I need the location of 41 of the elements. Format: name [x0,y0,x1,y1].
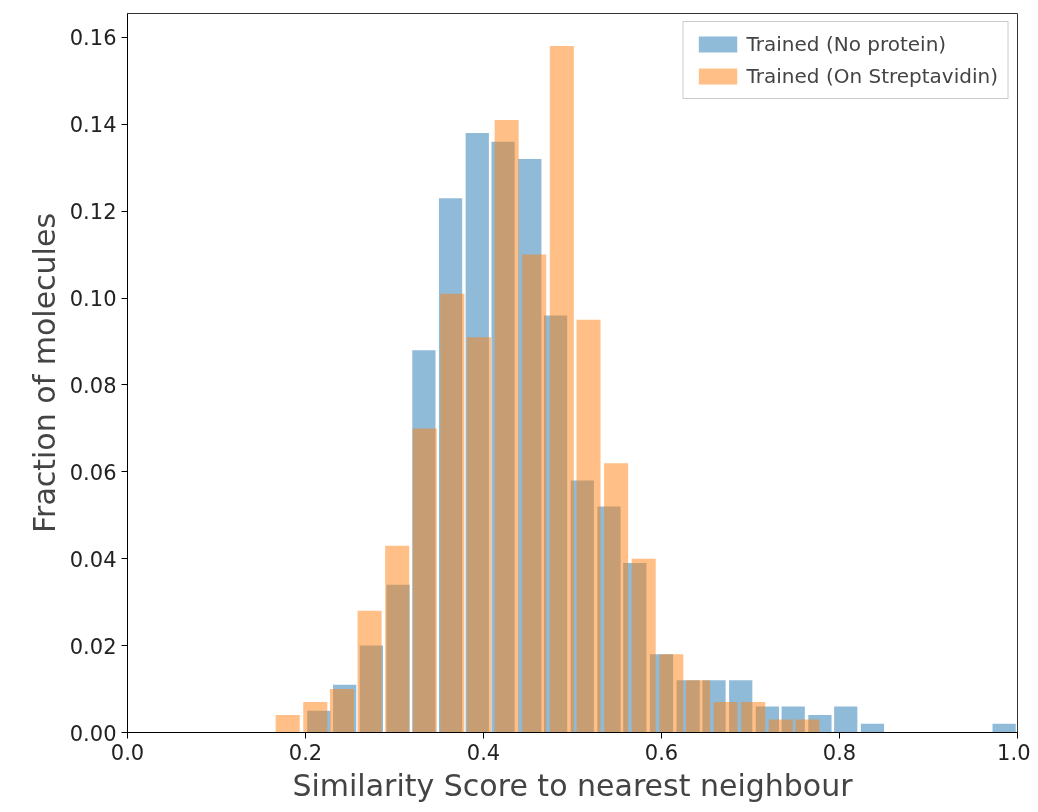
legend-label: Trained (No protein) [746,32,947,56]
y-axis-title: Fraction of molecules [26,212,62,534]
bar [275,715,300,733]
bar [741,702,766,733]
bar [385,545,410,733]
y-tick-label: 0.06 [69,460,117,485]
x-tick-label: 0.8 [822,740,857,765]
x-tick-label: 0.0 [110,740,145,765]
y-tick-label: 0.02 [69,634,117,659]
bar [992,723,1016,733]
bar [549,46,574,733]
bar [860,723,885,733]
legend-label: Trained (On Streptavidin) [746,64,998,88]
bar [631,558,656,733]
x-tick-label: 1.0 [997,740,1031,765]
y-tick-label: 0.10 [69,287,117,312]
bar [659,654,684,733]
bar [768,719,793,733]
bar [685,680,711,733]
x-tick-label: 0.6 [644,740,679,765]
y-tick-label: 0.14 [69,113,117,138]
bar [412,428,437,733]
bar [713,702,738,733]
x-tick-label: 0.2 [288,740,323,765]
bar [576,319,601,733]
x-tick-label: 0.4 [466,740,501,765]
y-tick-label: 0.04 [69,547,117,572]
bar [357,610,382,733]
bar [795,719,820,733]
bar [494,119,519,733]
bar [329,689,355,733]
bar [522,254,547,733]
bar [834,706,858,733]
y-tick-label: 0.16 [69,26,117,51]
y-tick-label: 0.12 [69,200,117,225]
bar [303,702,328,733]
y-tick-label: 0.08 [69,373,117,398]
x-axis-title: Similarity Score to nearest neighbour [292,767,854,803]
bar [604,463,629,733]
bar [467,337,492,733]
bar [440,293,465,733]
